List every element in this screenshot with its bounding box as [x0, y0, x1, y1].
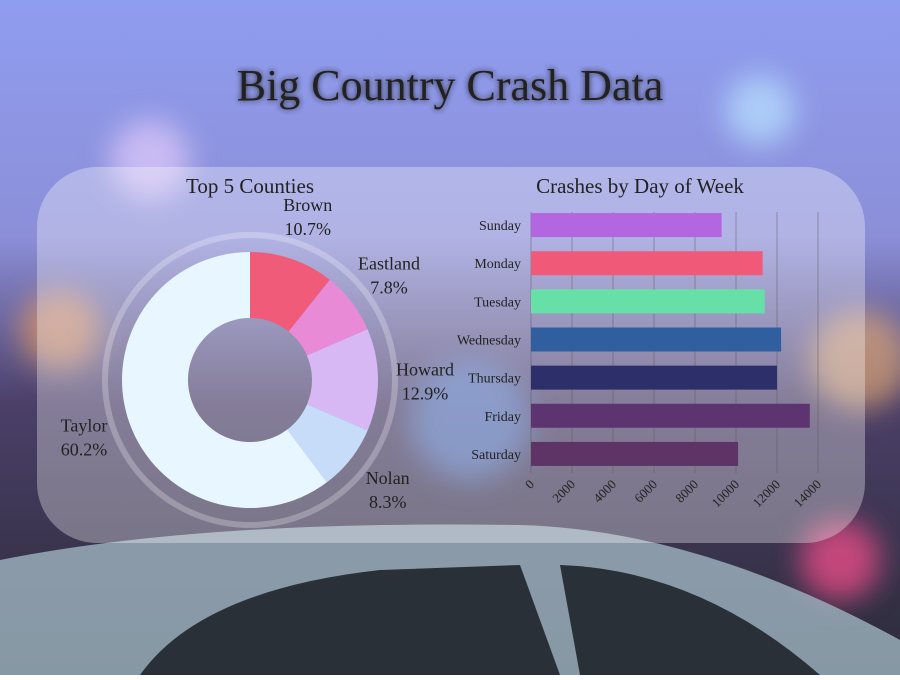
slice-label: Brown [283, 195, 332, 215]
donut-ring [102, 232, 398, 528]
chart-title: Crashes by Day of Week [536, 174, 744, 198]
y-tick-label: Monday [474, 257, 521, 272]
donut-slice [288, 279, 368, 356]
y-tick-label: Sunday [479, 219, 521, 234]
donut-slice [250, 252, 330, 332]
slice-label: Eastland [358, 254, 420, 274]
bar [531, 365, 777, 390]
car-window [140, 565, 560, 675]
y-tick-label: Tuesday [474, 295, 521, 310]
bar [531, 289, 765, 314]
slice-label: Taylor [61, 415, 108, 435]
title: Big Country Crash Data [237, 61, 664, 110]
title-glow: Big Country Crash Data [237, 61, 664, 110]
bar [531, 327, 782, 352]
donut-slice [306, 329, 378, 431]
slice-value: 10.7% [285, 219, 332, 239]
slice-value: 7.8% [370, 278, 408, 298]
slice-value: 8.3% [369, 492, 407, 512]
bar [531, 213, 722, 238]
slice-label: Howard [396, 360, 454, 380]
car-window [560, 565, 820, 675]
donut-slice [122, 252, 327, 509]
donut-slice [287, 404, 368, 483]
slice-label: Nolan [366, 468, 410, 488]
bar [531, 251, 763, 276]
slice-value: 12.9% [402, 384, 449, 404]
slice-value: 60.2% [61, 439, 108, 459]
bokeh [20, 75, 900, 600]
bar [531, 441, 739, 466]
y-tick-label: Thursday [468, 372, 521, 387]
y-tick-label: Wednesday [457, 334, 521, 349]
bar [531, 403, 810, 428]
y-tick-label: Friday [484, 410, 521, 425]
y-tick-label: Saturday [471, 448, 521, 463]
chart-title: Top 5 Counties [186, 174, 314, 198]
